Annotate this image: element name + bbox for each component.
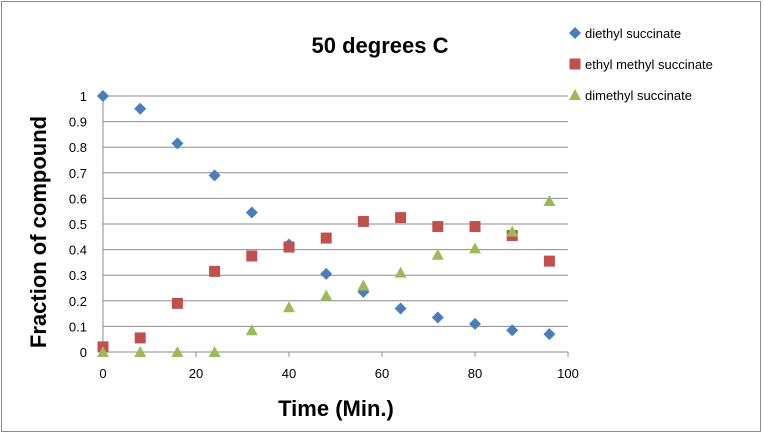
data-point-triangle: [394, 266, 407, 278]
data-point-square: [432, 221, 444, 233]
y-tick-label: 0: [80, 345, 87, 360]
legend-marker-diamond: [569, 27, 581, 39]
data-point-square: [209, 265, 221, 277]
y-tick-label: 0.8: [69, 140, 87, 155]
data-point-square: [171, 297, 183, 309]
x-tick-label: 40: [282, 366, 296, 381]
data-point-diamond: [208, 169, 221, 182]
y-tick-label: 0.6: [69, 191, 87, 206]
data-point-triangle: [97, 346, 109, 357]
data-point-diamond: [97, 90, 109, 102]
data-point-triangle: [208, 346, 221, 357]
data-point-triangle: [283, 301, 295, 313]
data-point-square: [283, 241, 295, 253]
y-axis-title: Fraction of compound: [26, 116, 51, 348]
data-point-triangle: [469, 242, 481, 254]
legend-label: dimethyl succinate: [585, 88, 692, 103]
data-point-diamond: [543, 328, 556, 341]
data-point-diamond: [469, 317, 481, 330]
data-point-diamond: [431, 311, 444, 324]
data-point-square: [357, 215, 369, 227]
data-point-square: [469, 221, 481, 233]
legend-marker-square: [569, 58, 581, 70]
data-point-triangle: [506, 225, 519, 237]
data-point-triangle: [431, 248, 444, 260]
data-point-square: [543, 255, 555, 267]
data-point-diamond: [245, 206, 258, 219]
data-point-diamond: [134, 102, 147, 115]
data-point-square: [246, 250, 258, 262]
x-tick-label: 100: [557, 366, 579, 381]
data-point-triangle: [245, 324, 258, 336]
data-point-triangle: [543, 194, 556, 206]
gridlines: [103, 95, 568, 327]
data-point-triangle: [320, 289, 333, 301]
data-point-triangle: [357, 279, 370, 291]
y-tick-labels: 0 0.1 0.2 0.3 0.4 0.5 0.6 0.7 0.8 0.9 1: [69, 89, 87, 360]
x-tick-label: 80: [468, 366, 482, 381]
data-point-diamond: [320, 267, 333, 280]
y-tick-label: 1: [80, 89, 87, 104]
y-tick-label: 0.5: [69, 217, 87, 232]
y-tick-label: 0.3: [69, 268, 87, 283]
data-point-diamond: [171, 137, 184, 150]
data-point-square: [395, 212, 407, 224]
x-tick-label: 60: [375, 366, 389, 381]
axes: [102, 96, 569, 357]
legend: diethyl succinate ethyl methyl succinate d…: [569, 26, 713, 103]
y-tick-label: 0.2: [69, 294, 87, 309]
x-tick-label: 0: [99, 366, 106, 381]
x-axis-title: Time (Min.): [278, 396, 394, 421]
data-point-square: [320, 232, 332, 244]
y-tick-label: 0.4: [69, 243, 87, 258]
legend-label: diethyl succinate: [585, 26, 681, 41]
y-tick-label: 0.1: [69, 319, 87, 334]
data-point-triangle: [134, 346, 147, 357]
data-point-diamond: [506, 324, 519, 337]
chart-title: 50 degrees C: [312, 33, 449, 58]
data-point-triangle: [171, 346, 184, 357]
y-tick-label: 0.7: [69, 166, 87, 181]
y-tick-label: 0.9: [69, 115, 87, 130]
legend-marker-triangle: [569, 89, 581, 100]
data-point-diamond: [394, 302, 407, 315]
legend-label: ethyl methyl succinate: [585, 57, 713, 72]
data-point-square: [134, 332, 146, 344]
x-tick-label: 20: [189, 366, 203, 381]
x-tick-labels: 0 20 40 60 80 100: [99, 366, 578, 381]
data-points: [97, 90, 556, 357]
